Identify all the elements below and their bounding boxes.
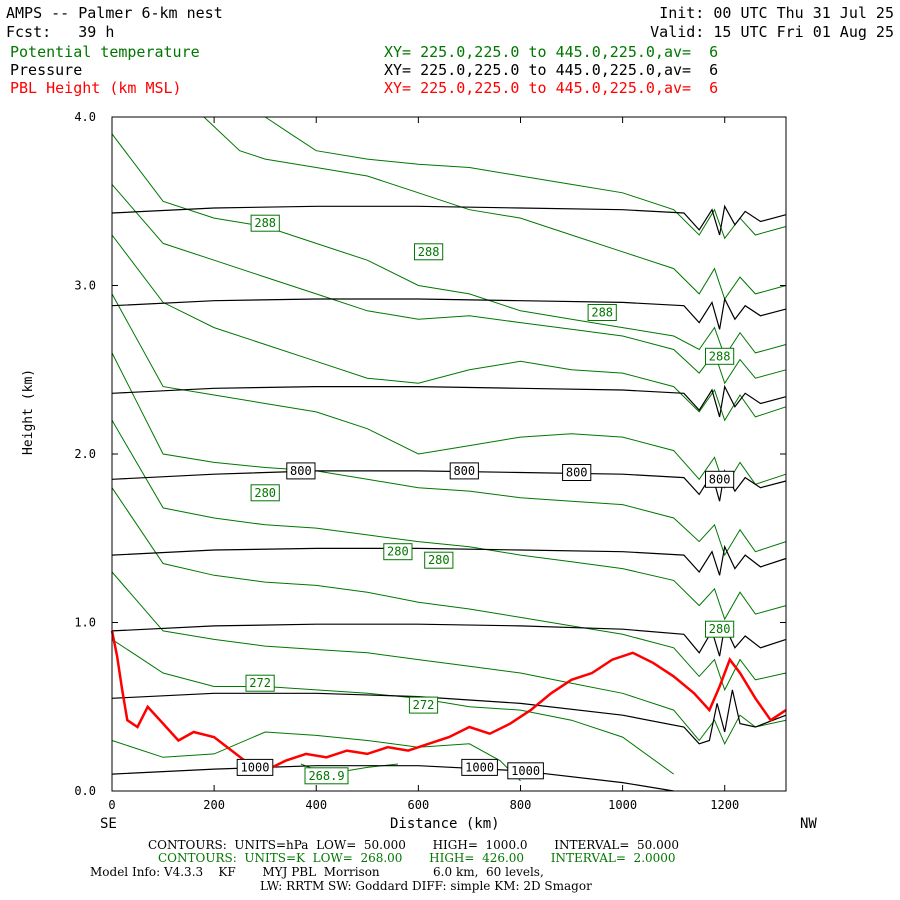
pressure-contour-900 — [111, 623, 787, 657]
contour-label-box — [424, 551, 454, 569]
theta-contour-270 — [111, 731, 521, 782]
valid-time: Valid: 15 UTC Fri 01 Aug 25 — [650, 23, 894, 41]
contour-label: 800 — [290, 464, 312, 478]
theta-contour-276 — [111, 487, 787, 692]
field-pbl-xy: XY= 225.0,225.0 to 445.0,225.0,av= 6 — [384, 79, 719, 97]
contour-label-box — [383, 543, 413, 561]
y-tick-label: 1.0 — [74, 616, 96, 630]
pressure-contour-750 — [111, 384, 787, 418]
pressure-contour-650 — [111, 204, 787, 236]
contour-label: 1000 — [511, 764, 540, 778]
pressure-contour-1000 — [111, 765, 674, 792]
contour-label-box — [250, 484, 280, 502]
theta-contour-288 — [111, 133, 787, 358]
pressure-contour-800 — [111, 468, 787, 502]
contour-label-box — [461, 758, 498, 776]
theta-contour-280 — [111, 352, 787, 557]
contour-label: 272 — [249, 676, 271, 690]
contour-label: 268.9 — [308, 769, 344, 783]
x-tick-label: 0 — [108, 798, 115, 812]
x-tick-label: 600 — [408, 798, 430, 812]
contour-label-box — [245, 674, 275, 692]
contour-label: 272 — [413, 698, 435, 712]
contour-label: 280 — [387, 545, 409, 559]
field-pressure-xy: XY= 225.0,225.0 to 445.0,225.0,av= 6 — [384, 61, 719, 79]
theta-contour-278 — [111, 420, 787, 621]
footer-pressure-contours: CONTOURS: UNITS=hPa LOW= 50.000 HIGH= 10… — [148, 838, 679, 852]
axes-group: 0 200 400 600 800 1000 1200 0.0 1.0 2.0 3.0 4.0 — [74, 110, 786, 812]
pressure-contour-700 — [111, 297, 787, 330]
x-tick-label: 1200 — [710, 798, 739, 812]
contour-label: 800 — [709, 472, 731, 486]
pressure-contour-850 — [111, 544, 787, 576]
plot-title: AMPS -- Palmer 6-km nest — [6, 4, 223, 22]
field-pbl-name: PBL Height (km MSL) — [10, 79, 182, 97]
x-tick-label: 800 — [510, 798, 532, 812]
contour-label: 800 — [566, 466, 588, 480]
y-tick-label: 0.0 — [74, 784, 96, 798]
theta-contour-274 — [111, 571, 787, 745]
contour-label-box — [705, 470, 735, 488]
contour-labels-group: 288 288 288 288 280 280 280 280 272 272 268.9 800 80… — [236, 214, 735, 785]
theta-contour-292 — [264, 116, 787, 240]
contour-label: 280 — [428, 553, 450, 567]
pressure-contours-group — [111, 204, 787, 792]
contour-label-box — [587, 304, 617, 321]
theta-contour-284 — [111, 234, 787, 422]
y-tick-label: 2.0 — [74, 447, 96, 461]
theta-contour-272 — [111, 638, 674, 775]
y-tick-label: 4.0 — [74, 110, 96, 124]
contour-label: 288 — [254, 216, 276, 230]
contour-label: 288 — [591, 306, 613, 320]
contour-label: 288 — [418, 245, 440, 259]
field-pressure-name: Pressure — [10, 61, 83, 79]
forecast-hour: Fcst: 39 h — [6, 23, 115, 41]
contour-label-box — [705, 620, 735, 638]
x-tick-label: 200 — [203, 798, 225, 812]
y-tick-label: 3.0 — [74, 279, 96, 293]
contour-label-box — [250, 214, 280, 232]
contour-label: 280 — [709, 622, 731, 636]
contour-label: 280 — [254, 486, 276, 500]
x-axis-left-end-label: SE — [100, 816, 117, 832]
contour-label-box — [236, 758, 274, 776]
contour-label-box — [408, 696, 439, 714]
contour-label: 1000 — [465, 760, 494, 774]
footer-model-info: Model Info: V4.3.3 KF MYJ PBL Morrison 6… — [90, 865, 544, 879]
footer-physics-info: LW: RRTM SW: Goddard DIFF: simple KM: 2D… — [260, 879, 592, 893]
contour-label-box — [449, 462, 479, 480]
theta-contour-282 — [111, 293, 787, 489]
pbl-height-line — [110, 630, 787, 773]
field-theta-xy: XY= 225.0,225.0 to 445.0,225.0,av= 6 — [384, 43, 719, 61]
contour-label-box — [705, 347, 735, 365]
x-tick-label: 400 — [305, 798, 327, 812]
x-axis-label: Distance (km) — [390, 816, 500, 832]
field-theta-name: Potential temperature — [10, 43, 200, 61]
contour-label: 800 — [453, 464, 475, 478]
footer-theta-contours: CONTOURS: UNITS=K LOW= 268.00 HIGH= 426.… — [158, 851, 676, 865]
pbl-height-group — [110, 630, 787, 773]
x-tick-label: 1000 — [608, 798, 637, 812]
theta-contours-group — [111, 116, 787, 782]
contour-label-box — [562, 464, 592, 481]
init-time: Init: 00 UTC Thu 31 Jul 25 — [659, 4, 894, 22]
contour-label-box — [507, 762, 544, 780]
contour-label-box — [286, 462, 316, 480]
theta-contour-290 — [203, 116, 787, 301]
pressure-contour-950 — [111, 689, 787, 745]
theta-contour-286 — [111, 184, 787, 385]
contour-label: 288 — [709, 349, 731, 363]
x-axis-right-end-label: NW — [800, 816, 817, 832]
contour-label: 1000 — [241, 760, 270, 774]
y-axis-label: Height (km) — [21, 368, 36, 455]
contour-label-box — [414, 243, 444, 261]
contour-label-box — [304, 767, 349, 785]
